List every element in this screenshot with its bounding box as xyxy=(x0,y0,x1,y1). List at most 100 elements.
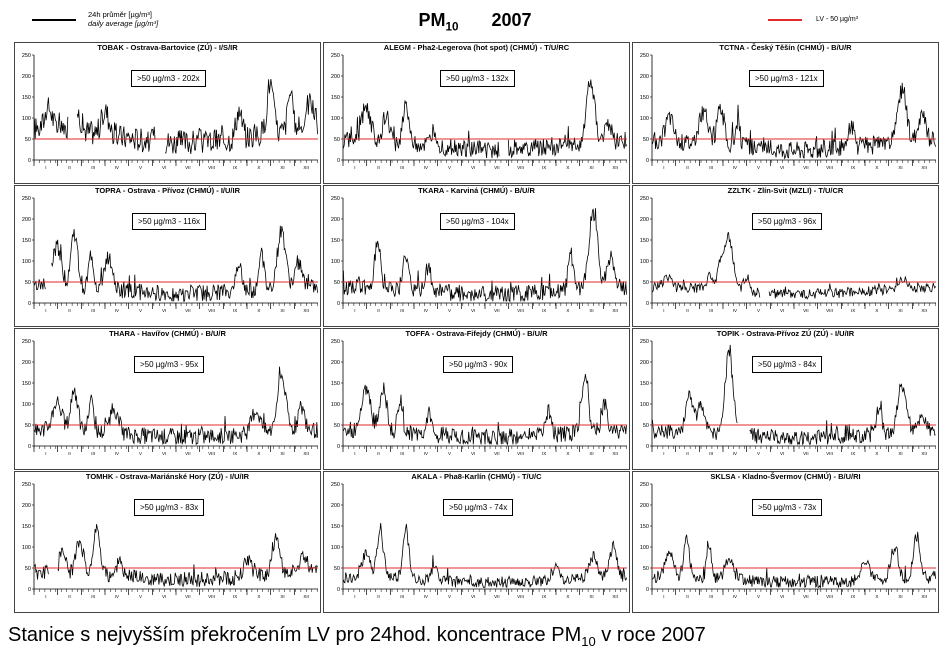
station-chart-panel: ZZLTK - Zlín-Svit (MZLI) - T/U/CR 0 50 100 1… xyxy=(632,185,939,327)
y-tick-label: 200 xyxy=(331,74,340,80)
month-tick-label: VII xyxy=(803,165,809,170)
daily-average-series xyxy=(34,524,318,588)
station-chart-title: TOFFA - Ostrava-Fifejdy (CHMÚ) - B/U/R xyxy=(405,329,548,338)
y-tick-label: 150 xyxy=(22,524,31,530)
month-tick-label: I xyxy=(663,594,664,599)
y-tick-label: 100 xyxy=(331,402,340,408)
month-tick-label: IV xyxy=(733,308,737,313)
y-tick-label: 150 xyxy=(331,238,340,244)
limit-value-legend: LV - 50 µg/m³ xyxy=(768,16,858,23)
station-chart-panel: THARA - Havířov (CHMÚ) - B/U/R 0 50 100 150 2… xyxy=(14,328,321,470)
exceedance-count-label: >50 µg/m3 - 83x xyxy=(134,499,205,516)
daily-average-series xyxy=(34,225,318,302)
station-chart-title: TKARA - Karviná (CHMÚ) - B/U/R xyxy=(418,186,535,195)
y-tick-label: 0 xyxy=(646,587,649,593)
y-tick-label: 150 xyxy=(22,95,31,101)
month-tick-label: I xyxy=(354,594,355,599)
month-tick-label: VII xyxy=(494,308,500,313)
month-tick-label: III xyxy=(400,308,404,313)
month-tick-label: XI xyxy=(589,594,593,599)
month-tick-label: VI xyxy=(780,308,784,313)
station-chart-title: TCTNA - Český Těšín (CHMÚ) - B/U/R xyxy=(719,43,852,52)
daily-average-series xyxy=(343,79,627,159)
month-tick-label: IV xyxy=(424,308,428,313)
y-tick-label: 50 xyxy=(25,280,31,286)
daily-average-legend: 24h průměr [µg/m³] daily average [µg/m³] xyxy=(32,10,158,28)
y-tick-label: 0 xyxy=(337,587,340,593)
month-tick-label: VIII xyxy=(208,594,215,599)
y-tick-label: 250 xyxy=(640,196,649,202)
month-tick-label: III xyxy=(400,451,404,456)
month-tick-label: II xyxy=(68,451,71,456)
month-tick-label: XII xyxy=(303,451,309,456)
y-tick-label: 100 xyxy=(640,116,649,122)
month-tick-label: IV xyxy=(733,451,737,456)
y-tick-label: 100 xyxy=(331,116,340,122)
month-tick-label: V xyxy=(757,308,760,313)
month-tick-label: XII xyxy=(921,165,927,170)
month-tick-label: III xyxy=(91,451,95,456)
y-tick-label: 0 xyxy=(337,444,340,450)
month-tick-label: VI xyxy=(162,165,166,170)
month-tick-label: IX xyxy=(542,165,546,170)
month-tick-label: V xyxy=(139,308,142,313)
y-tick-label: 200 xyxy=(22,360,31,366)
month-tick-label: VI xyxy=(162,451,166,456)
daily-legend-label-en: daily average [µg/m³] xyxy=(88,19,159,28)
month-tick-label: II xyxy=(377,308,380,313)
month-tick-label: VI xyxy=(471,594,475,599)
month-tick-label: IX xyxy=(233,308,237,313)
month-tick-label: IV xyxy=(733,165,737,170)
y-tick-label: 0 xyxy=(337,301,340,307)
y-tick-label: 50 xyxy=(334,280,340,286)
month-tick-label: VIII xyxy=(517,594,524,599)
month-tick-label: I xyxy=(354,308,355,313)
station-chart-panel: ALEGM - Pha2-Legerova (hot spot) (CHMÚ) … xyxy=(323,42,630,184)
month-tick-label: VII xyxy=(185,165,191,170)
month-tick-label: IX xyxy=(851,308,855,313)
month-tick-label: XI xyxy=(898,165,902,170)
daily-average-series xyxy=(343,373,627,446)
y-tick-label: 200 xyxy=(331,217,340,223)
month-tick-label: XII xyxy=(612,594,618,599)
y-tick-label: 250 xyxy=(331,482,340,488)
month-tick-label: IV xyxy=(424,594,428,599)
month-tick-label: II xyxy=(686,308,689,313)
y-tick-label: 200 xyxy=(331,503,340,509)
y-tick-label: 100 xyxy=(640,545,649,551)
month-tick-label: XI xyxy=(280,594,284,599)
month-tick-label: XII xyxy=(612,308,618,313)
y-tick-label: 250 xyxy=(640,53,649,59)
month-tick-label: IV xyxy=(115,451,119,456)
y-tick-label: 150 xyxy=(22,381,31,387)
month-tick-label: II xyxy=(686,165,689,170)
main-title: PM10 2007 xyxy=(0,10,950,34)
month-tick-label: XII xyxy=(303,594,309,599)
daily-average-series xyxy=(652,231,936,300)
month-tick-label: IX xyxy=(233,165,237,170)
daily-average-series xyxy=(652,531,936,589)
daily-average-swatch xyxy=(32,19,76,21)
month-tick-label: I xyxy=(354,451,355,456)
exceedance-count-label: >50 µg/m3 - 116x xyxy=(132,213,207,230)
month-tick-label: IX xyxy=(542,594,546,599)
limit-legend-label: LV - 50 µg/m³ xyxy=(816,16,859,23)
y-tick-label: 50 xyxy=(334,137,340,143)
exceedance-count-label: >50 µg/m3 - 74x xyxy=(443,499,514,516)
y-tick-label: 100 xyxy=(22,259,31,265)
month-tick-label: XII xyxy=(612,165,618,170)
month-tick-label: XII xyxy=(921,451,927,456)
month-tick-label: IX xyxy=(851,451,855,456)
y-tick-label: 100 xyxy=(640,402,649,408)
exceedance-count-label: >50 µg/m3 - 202x xyxy=(131,70,206,87)
month-tick-label: IV xyxy=(733,594,737,599)
month-tick-label: VIII xyxy=(517,165,524,170)
month-tick-label: XI xyxy=(280,308,284,313)
y-tick-label: 50 xyxy=(643,280,649,286)
month-tick-label: XII xyxy=(921,594,927,599)
